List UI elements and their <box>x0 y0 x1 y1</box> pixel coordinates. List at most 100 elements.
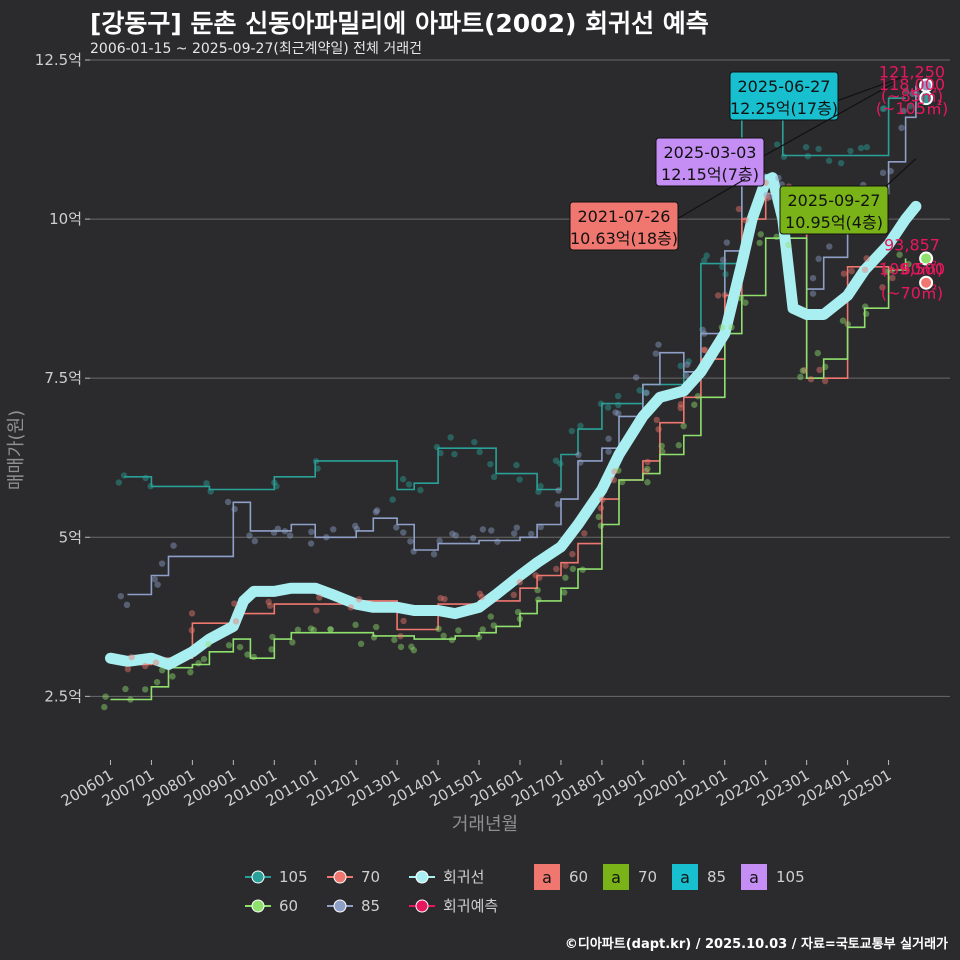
transaction-dot-70 <box>721 291 729 299</box>
transaction-dot-85 <box>393 524 400 531</box>
transaction-dot-105 <box>120 472 128 479</box>
callout-text: 10.95억(4층) <box>785 213 883 232</box>
y-tick-label: 10억 <box>49 210 82 228</box>
transaction-dot-60 <box>455 627 462 634</box>
transaction-dot-105 <box>857 144 865 152</box>
transaction-dot-60 <box>410 646 418 654</box>
transaction-dot-105 <box>433 443 441 451</box>
transaction-dot-105 <box>399 475 407 483</box>
transaction-dot-85 <box>701 330 708 337</box>
transaction-dot-70 <box>742 216 749 224</box>
transaction-dot-70 <box>532 572 539 579</box>
legend-label-60: 60 <box>279 897 298 915</box>
transaction-dot-85 <box>632 374 640 381</box>
callout-box <box>779 185 889 235</box>
transaction-dot-60 <box>821 363 829 371</box>
transaction-dot-70 <box>553 565 560 573</box>
transaction-dot-85 <box>605 435 612 442</box>
transaction-dot-105 <box>405 481 413 488</box>
transaction-dot-85 <box>151 576 158 583</box>
transaction-dot-85 <box>577 459 584 466</box>
transaction-dot-60 <box>799 367 807 374</box>
transaction-dot-60 <box>289 639 296 646</box>
transaction-dot-105 <box>780 153 788 160</box>
transaction-dot-105 <box>636 387 643 394</box>
transaction-dot-105 <box>476 448 483 456</box>
transaction-dot-60 <box>310 626 317 634</box>
transaction-dot-85 <box>407 538 414 545</box>
callout-text: 10.63억(18층) <box>570 229 678 248</box>
transaction-dot-105 <box>513 461 520 469</box>
transaction-dot-85 <box>449 530 456 537</box>
transaction-dot-70 <box>889 274 896 282</box>
transaction-dot-105 <box>314 465 321 472</box>
transaction-dot-85 <box>612 409 619 416</box>
transaction-dot-70 <box>700 346 708 354</box>
transaction-dot-60 <box>327 626 334 633</box>
transaction-dot-70 <box>735 205 743 213</box>
transaction-dot-70 <box>128 653 135 661</box>
transaction-dot-105 <box>802 143 810 151</box>
transaction-dot-60 <box>658 442 665 450</box>
transaction-dot-105 <box>825 157 833 164</box>
legend-swatch-85 <box>672 864 698 890</box>
transaction-dot-85 <box>655 341 662 348</box>
transaction-dot-70 <box>397 632 404 640</box>
transaction-dot-105 <box>568 427 576 435</box>
transaction-dot-60 <box>142 686 149 693</box>
transaction-dot-105 <box>642 389 650 396</box>
transaction-dot-85 <box>488 527 495 534</box>
transaction-dot-60 <box>785 241 792 249</box>
transaction-dot-60 <box>756 239 763 247</box>
transaction-dot-60 <box>535 596 542 603</box>
transaction-dot-60 <box>440 632 447 639</box>
transaction-dot-60 <box>839 317 847 324</box>
transaction-dot-70 <box>569 550 576 558</box>
transaction-dot-60 <box>475 634 483 641</box>
transaction-dot-60 <box>236 643 244 651</box>
transaction-dot-70 <box>599 496 606 503</box>
transaction-dot-85 <box>763 191 770 199</box>
transaction-dot-60 <box>195 659 202 667</box>
legend-label-회귀선: 회귀선 <box>443 868 484 886</box>
transaction-dot-105 <box>142 474 149 482</box>
transaction-dot-60 <box>200 655 208 663</box>
transaction-dot-60 <box>372 623 380 631</box>
transaction-dot-60 <box>516 615 524 623</box>
transaction-dot-105 <box>879 105 887 113</box>
transaction-dot-60 <box>327 626 334 633</box>
transaction-dot-70 <box>581 530 588 537</box>
transaction-dot-105 <box>597 400 605 407</box>
transaction-dot-105 <box>614 392 622 400</box>
transaction-dot-60 <box>579 566 586 573</box>
transaction-dot-60 <box>169 673 176 680</box>
legend-marker-회귀선 <box>415 870 429 884</box>
y-tick-label: 7.5억 <box>44 369 82 387</box>
transaction-dot-60 <box>225 642 233 649</box>
transaction-dot-85 <box>323 534 330 541</box>
transaction-dot-70 <box>188 610 196 617</box>
legend-label-회귀예측: 회귀예측 <box>443 897 498 915</box>
transaction-dot-60 <box>352 621 359 629</box>
transaction-dot-85 <box>158 560 166 567</box>
transaction-dot-60 <box>158 666 166 674</box>
legend-box-label-70: 70 <box>638 868 657 886</box>
transaction-dot-60 <box>757 231 764 238</box>
transaction-dot-60 <box>737 294 745 302</box>
transaction-dot-60 <box>391 636 398 644</box>
transaction-dot-85 <box>281 528 289 535</box>
transaction-dot-70 <box>510 591 518 599</box>
transaction-dot-85 <box>410 548 417 555</box>
transaction-dot-85 <box>494 538 501 545</box>
callout-text: 12.15억(7층) <box>661 165 759 184</box>
legend-swatch-glyph: a <box>749 868 759 887</box>
transaction-dot-105 <box>115 479 123 486</box>
transaction-dot-105 <box>902 87 910 95</box>
legend-swatch-glyph: a <box>680 868 690 887</box>
transaction-dot-85 <box>879 169 887 177</box>
transaction-dot-70 <box>536 574 543 581</box>
transaction-dot-85 <box>400 529 407 536</box>
transaction-dot-85 <box>909 90 916 97</box>
transaction-dot-70 <box>610 476 618 484</box>
transaction-dot-85 <box>270 529 278 536</box>
